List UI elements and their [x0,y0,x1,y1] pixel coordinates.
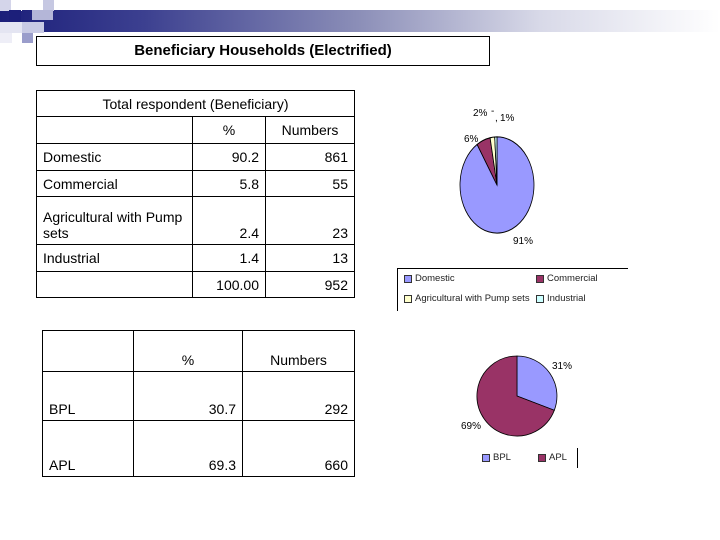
decor-square [9,10,21,22]
decor-square [0,0,11,11]
row-label [36,271,193,298]
label-separator: , [495,113,498,124]
label-commercial-pct: 6% [464,134,479,145]
row-pct: 100.00 [192,271,266,298]
legend-label: APL [549,452,567,463]
label-agricultural-pct: 2% [473,108,488,119]
legend-swatch [536,274,544,283]
row-pct: 1.4 [192,244,266,272]
label-industrial-pct: 1% [500,113,515,124]
header-cell-numbers: Numbers [265,116,355,144]
label-bpl-pct: 31% [552,361,573,372]
label-separator: - [491,106,495,117]
legend-label: Agricultural with Pump sets [415,293,530,304]
legend-item-agricultural: Agricultural with Pump sets [404,293,530,304]
decor-square [43,0,54,11]
decor-square [32,10,53,20]
legend-swatch [482,453,490,462]
legend-item-commercial: Commercial [536,273,598,284]
table-row: APL 69.3 660 [42,420,355,477]
header-cell-numbers: Numbers [242,330,355,372]
pie-slice-bpl [516,355,558,411]
legend-swatch [536,294,544,303]
table-row: Industrial 1.4 13 [36,244,355,272]
legend-swatch [538,453,546,462]
legend-item-industrial: Industrial [536,293,586,304]
row-num: 660 [242,420,355,477]
pie-slice-apl [476,355,555,437]
legend-item-bpl: BPL [482,452,511,463]
label-apl-pct: 69% [461,421,482,432]
legend-swatch [404,294,412,303]
row-num: 861 [265,143,355,171]
table-row: BPL 30.7 292 [42,371,355,421]
slide-title: Beneficiary Households (Electrified) [36,36,490,66]
beneficiary-table: Total respondent (Beneficiary) % Numbers… [36,90,355,298]
decor-square [22,22,44,33]
decor-square [11,0,22,11]
header-cell [36,116,193,144]
decor-square [0,33,12,43]
row-num: 292 [242,371,355,421]
decor-square [0,22,22,33]
legend-swatch [404,274,412,283]
pie1-legend: Domestic Commercial Agricultural with Pu… [397,268,628,311]
table-row: Domestic 90.2 861 [36,143,355,171]
row-num: 23 [265,196,355,245]
row-label: APL [42,420,134,477]
row-num: 952 [265,271,355,298]
decor-square [22,33,33,43]
pie-slice-industrial [494,136,498,186]
chart-border-line [577,448,578,468]
row-label: Commercial [36,170,193,197]
header-cell [42,330,134,372]
table-row: Agricultural with Pump sets 2.4 23 [36,196,355,245]
legend-label: Commercial [547,273,598,284]
legend-item-domestic: Domestic [404,273,455,284]
table-row-total: 100.00 952 [36,271,355,298]
row-label: BPL [42,371,134,421]
legend-item-apl: APL [538,452,567,463]
bpl-apl-table: % Numbers BPL 30.7 292 APL 69.3 660 [42,330,355,477]
table-row: Commercial 5.8 55 [36,170,355,197]
header-gradient-band [0,10,720,32]
row-label: Domestic [36,143,193,171]
row-num: 55 [265,170,355,197]
legend-label: Domestic [415,273,455,284]
row-pct: 2.4 [192,196,266,245]
legend-label: Industrial [547,293,586,304]
row-pct: 69.3 [133,420,243,477]
label-domestic-pct: 91% [513,236,534,247]
row-label: Industrial [36,244,193,272]
row-pct: 5.8 [192,170,266,197]
legend-label: BPL [493,452,511,463]
